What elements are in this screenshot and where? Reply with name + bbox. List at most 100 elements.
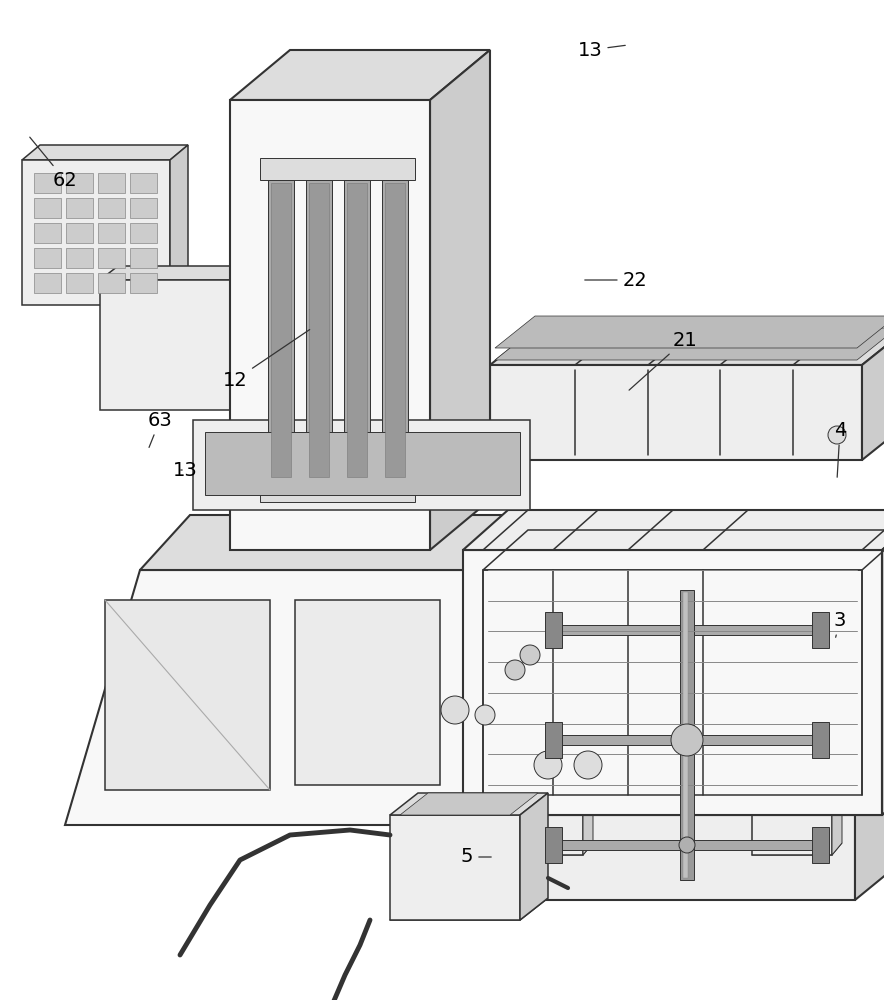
Polygon shape <box>583 803 593 855</box>
Polygon shape <box>812 827 829 863</box>
Polygon shape <box>545 722 562 758</box>
Polygon shape <box>105 600 270 790</box>
Polygon shape <box>295 600 440 785</box>
Polygon shape <box>694 735 824 745</box>
Polygon shape <box>34 223 61 243</box>
Polygon shape <box>66 273 93 293</box>
Polygon shape <box>230 100 430 550</box>
Polygon shape <box>545 827 562 863</box>
Polygon shape <box>130 198 157 218</box>
Polygon shape <box>490 333 884 365</box>
Text: 4: 4 <box>834 420 846 477</box>
Text: 3: 3 <box>834 610 846 637</box>
Polygon shape <box>98 198 125 218</box>
Polygon shape <box>130 248 157 268</box>
Polygon shape <box>385 183 405 477</box>
Polygon shape <box>34 198 61 218</box>
Circle shape <box>534 751 562 779</box>
Polygon shape <box>65 570 490 825</box>
Polygon shape <box>22 145 188 160</box>
Text: 62: 62 <box>30 137 78 190</box>
Polygon shape <box>130 223 157 243</box>
Polygon shape <box>193 420 530 510</box>
Polygon shape <box>250 266 268 410</box>
Polygon shape <box>22 160 170 305</box>
Polygon shape <box>66 173 93 193</box>
Polygon shape <box>98 248 125 268</box>
Polygon shape <box>390 793 548 815</box>
Polygon shape <box>862 333 884 460</box>
Polygon shape <box>100 266 268 280</box>
Polygon shape <box>382 180 408 480</box>
Circle shape <box>441 696 469 724</box>
Polygon shape <box>463 775 884 815</box>
Text: 22: 22 <box>585 270 647 290</box>
Polygon shape <box>812 722 829 758</box>
Polygon shape <box>34 273 61 293</box>
Circle shape <box>679 837 695 853</box>
Polygon shape <box>495 316 884 348</box>
Polygon shape <box>400 793 538 815</box>
Polygon shape <box>98 273 125 293</box>
Polygon shape <box>98 223 125 243</box>
Polygon shape <box>309 183 329 477</box>
Polygon shape <box>812 612 829 648</box>
Polygon shape <box>752 843 842 855</box>
Polygon shape <box>550 840 680 850</box>
Polygon shape <box>260 480 415 502</box>
Polygon shape <box>882 510 884 815</box>
Polygon shape <box>545 612 562 648</box>
Polygon shape <box>130 273 157 293</box>
Polygon shape <box>683 592 688 878</box>
Polygon shape <box>694 625 824 635</box>
Polygon shape <box>430 50 490 550</box>
Polygon shape <box>694 840 824 850</box>
Polygon shape <box>490 365 862 460</box>
Polygon shape <box>170 145 188 305</box>
Polygon shape <box>832 803 842 855</box>
Polygon shape <box>520 793 548 920</box>
Polygon shape <box>463 550 882 815</box>
Polygon shape <box>230 50 490 100</box>
Text: 63: 63 <box>148 410 172 447</box>
Polygon shape <box>34 173 61 193</box>
Polygon shape <box>503 843 593 855</box>
Polygon shape <box>535 535 884 580</box>
Text: 13: 13 <box>577 40 625 60</box>
Text: 5: 5 <box>461 848 492 866</box>
Polygon shape <box>550 625 680 635</box>
Polygon shape <box>271 183 291 477</box>
Polygon shape <box>140 515 540 570</box>
Polygon shape <box>503 815 583 855</box>
Polygon shape <box>680 590 694 880</box>
Polygon shape <box>390 815 520 920</box>
Polygon shape <box>98 173 125 193</box>
Polygon shape <box>463 510 884 550</box>
Polygon shape <box>66 223 93 243</box>
Polygon shape <box>260 158 415 180</box>
Polygon shape <box>130 173 157 193</box>
Circle shape <box>475 705 495 725</box>
Polygon shape <box>34 248 61 268</box>
Polygon shape <box>490 515 540 825</box>
Circle shape <box>505 660 525 680</box>
Polygon shape <box>100 280 250 410</box>
Polygon shape <box>390 898 548 920</box>
Polygon shape <box>752 815 832 855</box>
Polygon shape <box>66 248 93 268</box>
Circle shape <box>520 645 540 665</box>
Polygon shape <box>550 735 680 745</box>
Polygon shape <box>66 198 93 218</box>
Polygon shape <box>855 535 884 900</box>
Polygon shape <box>268 180 294 480</box>
Polygon shape <box>344 180 370 480</box>
Text: 12: 12 <box>223 330 309 389</box>
Polygon shape <box>535 580 855 900</box>
Polygon shape <box>205 432 520 495</box>
Text: 13: 13 <box>172 460 197 480</box>
Text: 21: 21 <box>629 330 697 390</box>
Polygon shape <box>306 180 332 480</box>
Polygon shape <box>495 328 884 360</box>
Circle shape <box>574 751 602 779</box>
Circle shape <box>828 426 846 444</box>
